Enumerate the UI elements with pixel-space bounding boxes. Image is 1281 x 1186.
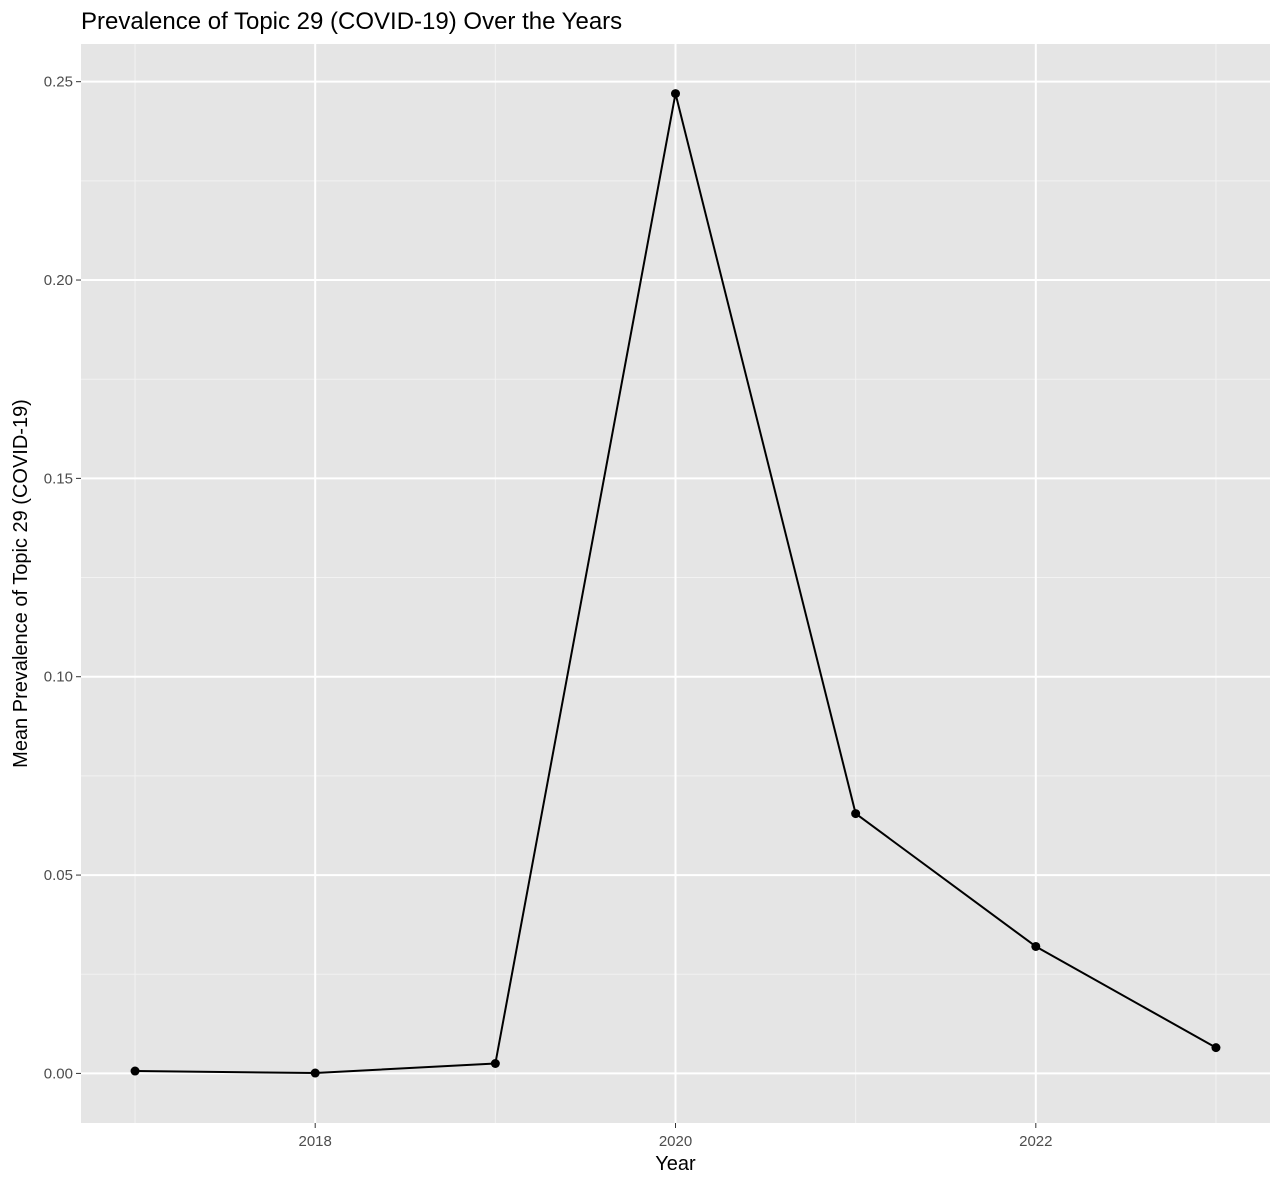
y-tick-label: 0.20 — [44, 272, 73, 289]
y-tick-label: 0.05 — [44, 867, 73, 884]
data-point — [851, 809, 861, 819]
y-tick-label: 0.00 — [44, 1065, 73, 1082]
data-point — [310, 1068, 320, 1078]
axis-ticks — [76, 81, 1037, 1128]
x-axis-title: Year — [655, 1153, 696, 1175]
data-point — [671, 89, 680, 99]
y-tick-label: 0.25 — [44, 74, 73, 91]
data-point — [490, 1058, 500, 1068]
y-tick-label: 0.15 — [44, 470, 73, 487]
major-gridlines — [81, 44, 1270, 1123]
data-point — [1031, 941, 1041, 951]
y-axis-title: Mean Prevalence of Topic 29 (COVID-19) — [10, 399, 32, 768]
y-tick-label: 0.10 — [44, 669, 73, 686]
chart-title: Prevalence of Topic 29 (COVID-19) Over t… — [81, 8, 622, 35]
data-point — [1211, 1043, 1221, 1053]
tick-labels: 0.00 0.05 0.10 0.15 0.20 0.25 2018 2020 2022 — [44, 74, 1053, 1150]
series-layer — [130, 89, 1221, 1078]
x-tick-label: 2020 — [659, 1133, 692, 1150]
data-point — [130, 1066, 140, 1076]
x-tick-label: 2022 — [1019, 1133, 1052, 1150]
x-tick-label: 2018 — [299, 1133, 332, 1150]
